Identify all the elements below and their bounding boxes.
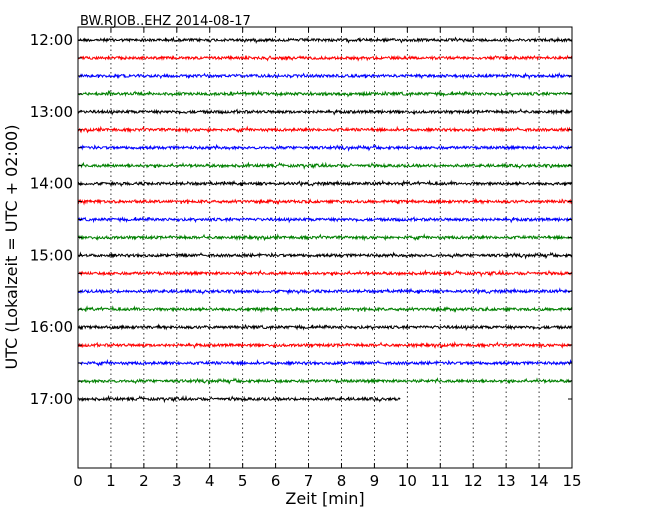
trace-line-1315	[77, 125, 573, 134]
trace-line-1245	[77, 89, 573, 98]
trace-line-1600	[77, 323, 572, 332]
trace-line-1400	[77, 179, 573, 188]
seismogram-traces	[77, 36, 573, 404]
trace-line-1330	[77, 143, 573, 152]
x-tick-label: 4	[205, 472, 215, 490]
x-tick-label: 8	[337, 472, 347, 490]
y-tick-label: 12:00	[30, 31, 73, 49]
y-tick-label: 15:00	[30, 246, 73, 264]
y-tick-label: 13:00	[30, 103, 73, 121]
tick-labels: 0 1 2 3 4 5 6 7 8 9 10 11 12 13 14 1512:0013:0014:0015:…	[30, 31, 582, 490]
trace-line-1430	[77, 216, 573, 224]
trace-line-1230	[77, 72, 573, 81]
y-tick-label: 14:00	[30, 175, 73, 193]
x-tick-label: 0	[73, 472, 83, 490]
grid-lines	[110, 27, 540, 468]
trace-line-1200	[77, 36, 573, 44]
trace-line-1515	[77, 269, 573, 278]
x-tick-label: 11	[431, 472, 450, 490]
plot-area-frame	[77, 26, 573, 469]
trace-line-1645	[77, 377, 572, 386]
y-tick-label: 17:00	[30, 390, 73, 408]
trace-line-1700	[77, 394, 401, 404]
y-axis-label: UTC (Lokalzeit = UTC + 02:00)	[2, 125, 21, 370]
x-tick-label: 15	[562, 472, 581, 490]
x-tick-label: 9	[370, 472, 380, 490]
trace-line-1615	[77, 341, 572, 350]
x-tick-label: 1	[106, 472, 116, 490]
x-tick-label: 14	[530, 472, 549, 490]
trace-line-1300	[77, 108, 572, 116]
trace-line-1345	[77, 161, 572, 170]
x-tick-label: 5	[238, 472, 248, 490]
x-tick-label: 6	[271, 472, 281, 490]
x-tick-label: 13	[497, 472, 516, 490]
x-tick-label: 12	[464, 472, 483, 490]
x-tick-label: 10	[398, 472, 417, 490]
trace-line-1215	[77, 54, 573, 62]
chart-title: BW.RJOB..EHZ 2014-08-17	[80, 14, 251, 29]
x-axis-label: Zeit [min]	[285, 489, 364, 508]
trace-line-1445	[77, 233, 573, 242]
axis-ticks	[77, 27, 573, 468]
x-tick-label: 2	[139, 472, 149, 490]
trace-line-1545	[77, 305, 573, 314]
x-tick-label: 7	[304, 472, 314, 490]
trace-line-1500	[77, 251, 573, 260]
trace-line-1415	[77, 197, 573, 206]
x-tick-label: 3	[172, 472, 182, 490]
trace-line-1630	[77, 358, 573, 367]
trace-line-1530	[77, 287, 573, 296]
y-tick-label: 16:00	[30, 318, 73, 336]
